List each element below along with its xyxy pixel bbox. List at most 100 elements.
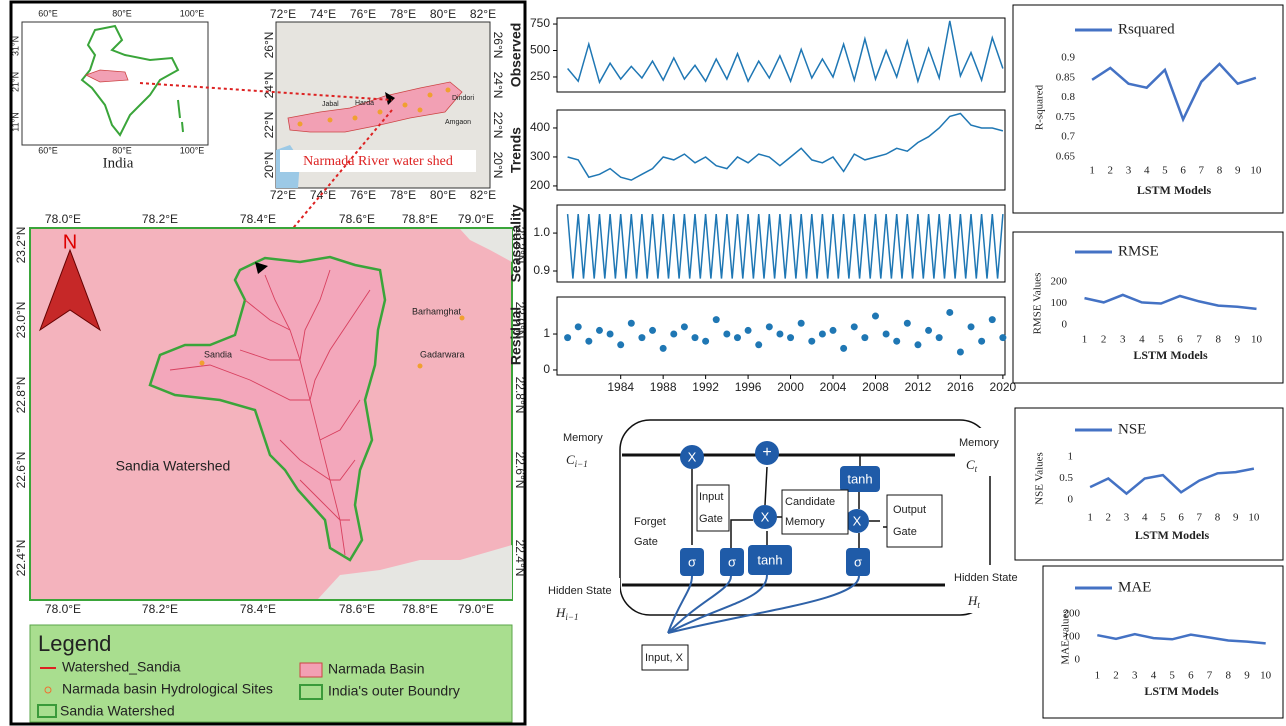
x-tick-label: 1 — [1089, 165, 1095, 177]
point — [660, 345, 667, 352]
x-axis-label: LSTM Models — [1133, 348, 1208, 362]
lat-tick: 22°N — [262, 112, 276, 139]
x-tick-label: 4 — [1151, 670, 1157, 682]
x-tick-label: 4 — [1144, 165, 1150, 177]
state-symbol: Ci−1 — [566, 452, 588, 469]
point — [734, 334, 741, 341]
legend-item: Watershed_Sandia — [62, 659, 181, 675]
lat-tick: 24°N — [262, 72, 276, 99]
y-tick-label: 200 — [530, 178, 550, 192]
gate-label: Forget — [634, 516, 666, 528]
gate-label: Gate — [893, 526, 917, 538]
x-tick-label: 9 — [1235, 334, 1241, 346]
legend-label: MAE — [1118, 579, 1151, 595]
x-tick-label: 7 — [1207, 670, 1213, 682]
x-tick-label: 5 — [1158, 334, 1164, 346]
y-tick-label: 0.9 — [1061, 52, 1075, 64]
x-tick-label: 2008 — [862, 380, 889, 394]
x-tick-label: 6 — [1177, 334, 1183, 346]
x-tick-label: 1992 — [692, 380, 719, 394]
point — [638, 334, 645, 341]
plot-frame — [557, 18, 1005, 92]
plot-frame — [557, 205, 1005, 282]
x-tick-label: 2020 — [990, 380, 1017, 394]
state-label: Hidden State — [548, 585, 612, 597]
y-tick-label: 0.5 — [1059, 472, 1073, 484]
op-sigmoid: σ — [728, 554, 736, 569]
y-tick-label: 1 — [543, 326, 550, 340]
x-tick-label: 6 — [1188, 670, 1194, 682]
series-line — [1085, 295, 1257, 309]
x-tick-label: 2004 — [820, 380, 847, 394]
x-tick-label: 2000 — [777, 380, 804, 394]
place: Gadarwara — [420, 349, 465, 359]
point — [851, 323, 858, 330]
y-tick-label: 300 — [530, 149, 550, 163]
series-line — [1092, 64, 1256, 120]
op-sigmoid: σ — [854, 554, 862, 569]
x-tick-label: 9 — [1233, 512, 1239, 524]
point — [617, 341, 624, 348]
point — [564, 334, 571, 341]
x-tick-label: 7 — [1196, 334, 1202, 346]
point — [819, 331, 826, 338]
symbol: H — [967, 593, 978, 608]
y-tick-label: 0 — [1062, 319, 1068, 331]
series-line — [1090, 469, 1254, 494]
x-tick-label: 6 — [1178, 512, 1184, 524]
lat-tick: 23.2°N — [14, 227, 28, 264]
site — [200, 361, 205, 366]
series-line — [568, 114, 1003, 181]
point — [692, 334, 699, 341]
lon-tick: 100°E — [180, 8, 205, 18]
op-add: + — [762, 444, 771, 461]
lon-tick: 60°E — [38, 145, 58, 155]
x-axis-label: LSTM Models — [1144, 684, 1219, 698]
lat-tick: 24°N — [491, 72, 505, 99]
y-tick-label: 0 — [1075, 654, 1081, 666]
x-tick-label: 4 — [1139, 334, 1145, 346]
inset-label: India — [103, 155, 134, 171]
lon-tick: 72°E — [270, 188, 296, 202]
legend-title: Legend — [38, 631, 111, 656]
point — [787, 334, 794, 341]
lon-tick: 80°E — [430, 188, 456, 202]
point — [681, 323, 688, 330]
y-tick-label: 0 — [543, 362, 550, 376]
legend-swatch — [300, 663, 322, 677]
x-tick-label: 2 — [1108, 165, 1114, 177]
x-tick-label: 1 — [1095, 670, 1101, 682]
point — [936, 334, 943, 341]
x-tick-label: 7 — [1197, 512, 1203, 524]
x-tick-label: 2012 — [905, 380, 932, 394]
y-tick-label: 0.8 — [1061, 91, 1075, 103]
x-tick-label: 5 — [1160, 512, 1166, 524]
x-axis-label: LSTM Models — [1137, 183, 1212, 197]
place: Jabal — [322, 101, 339, 108]
subscript: i−1 — [565, 612, 578, 622]
y-axis-label: Seasonality — [508, 204, 524, 282]
point — [628, 320, 635, 327]
point — [914, 341, 921, 348]
site — [418, 364, 423, 369]
gate-label: Gate — [634, 536, 658, 548]
lat-tick: 23.0°N — [14, 302, 28, 339]
gate-label: Input — [699, 491, 723, 503]
point — [904, 320, 911, 327]
subscript: i−1 — [575, 459, 588, 469]
gate-label: Memory — [785, 516, 825, 528]
x-tick-label: 7 — [1199, 165, 1205, 177]
x-tick-label: 3 — [1126, 165, 1132, 177]
lat-tick: 21°N — [10, 72, 20, 92]
x-tick-label: 9 — [1235, 165, 1241, 177]
point — [872, 313, 879, 320]
point — [798, 320, 805, 327]
lon-tick: 76°E — [350, 7, 376, 21]
op-multiply: X — [761, 509, 770, 524]
y-axis-label: Residual — [508, 307, 524, 365]
lon-tick: 78.8°E — [402, 212, 438, 226]
place: Sandia — [204, 349, 232, 359]
y-tick-label: 0.7 — [1061, 131, 1075, 143]
x-tick-label: 1 — [1087, 512, 1093, 524]
x-tick-label: 2 — [1106, 512, 1112, 524]
